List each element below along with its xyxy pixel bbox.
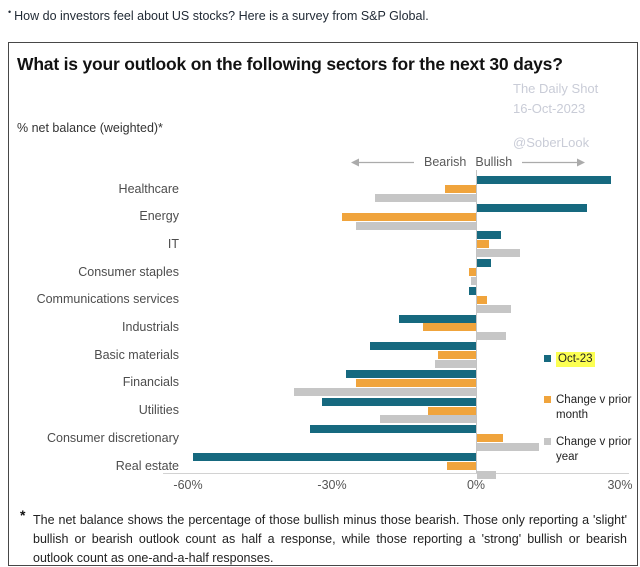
bar-it-prior-year: [477, 249, 521, 258]
right-arrow-icon: [522, 158, 586, 166]
x-tick-label: -30%: [317, 478, 347, 492]
category-label: Utilities: [138, 403, 179, 418]
bullish-label: Bullish: [475, 155, 513, 169]
bar-consumer-discretionary-current: [310, 425, 476, 434]
bar-utilities-prior-year: [380, 415, 476, 424]
bar-utilities-prior-month: [428, 406, 476, 415]
bar-basic-materials-current: [370, 342, 476, 351]
bar-consumer-discretionary-prior-month: [477, 434, 504, 443]
bar-energy-prior-year: [356, 221, 476, 230]
chart-card: What is your outlook on the following se…: [8, 42, 638, 566]
left-arrow-icon: [351, 158, 414, 166]
bar-industrials-current: [399, 314, 476, 323]
bar-energy-current: [477, 203, 588, 212]
bar-basic-materials-prior-month: [437, 351, 476, 360]
x-axis-line: [163, 473, 629, 474]
category-label: Real estate: [115, 458, 179, 473]
chart-title: What is your outlook on the following se…: [17, 54, 563, 74]
bar-communications-services-current: [468, 286, 476, 295]
legend-swatch-icon: [544, 355, 551, 362]
watermark-handle: @SoberLook: [513, 135, 590, 150]
bar-communications-services-prior-year: [477, 304, 511, 313]
chart-subtitle: % net balance (weighted)*: [17, 121, 163, 135]
bar-healthcare-prior-year: [375, 193, 476, 202]
legend-label: Change v prior month: [556, 394, 632, 421]
bar-industrials-prior-year: [477, 332, 506, 341]
bearish-label: Bearish: [424, 155, 467, 169]
bar-consumer-staples-prior-year: [471, 276, 476, 285]
intro-text: How do investors feel about US stocks? H…: [14, 9, 429, 23]
bar-healthcare-prior-month: [444, 184, 476, 193]
legend-item: Change v prior month: [544, 393, 638, 423]
footnote: The net balance shows the percentage of …: [33, 513, 627, 565]
category-label: Basic materials: [94, 347, 179, 362]
watermark-source: The Daily Shot: [513, 81, 599, 96]
x-tick-label: -60%: [173, 478, 203, 492]
legend-item: Oct-23: [544, 352, 638, 367]
bar-financials-prior-year: [293, 387, 476, 396]
direction-annotation: Bearish Bullish: [351, 155, 586, 169]
category-label: Healthcare: [118, 181, 179, 196]
category-label: Industrials: [122, 320, 179, 334]
watermark-date: 16-Oct-2023: [513, 101, 586, 116]
bar-financials-prior-month: [356, 378, 476, 387]
bar-healthcare-current: [477, 176, 612, 184]
bar-utilities-current: [322, 397, 476, 406]
category-label: Consumer staples: [78, 264, 179, 279]
category-label: IT: [167, 236, 179, 251]
category-label: Consumer discretionary: [47, 430, 179, 445]
bar-real-estate-prior-year: [477, 470, 497, 479]
bar-it-current: [477, 231, 501, 240]
x-tick-label: 30%: [607, 478, 633, 492]
bar-consumer-staples-current: [477, 259, 492, 268]
bar-real-estate-prior-month: [447, 461, 476, 470]
legend-swatch-icon: [544, 396, 551, 403]
bar-it-prior-month: [477, 240, 489, 249]
legend-label: Change v prior year: [556, 436, 632, 463]
footnote-marker: *: [20, 507, 26, 523]
category-label: Financials: [122, 375, 179, 390]
category-label: Energy: [139, 209, 179, 224]
bar-financials-current: [346, 369, 476, 378]
legend-swatch-icon: [544, 438, 551, 445]
bar-consumer-discretionary-prior-year: [477, 443, 540, 452]
legend-label: Oct-23: [556, 352, 595, 367]
bar-industrials-prior-month: [423, 323, 476, 332]
intro-line: • How do investors feel about US stocks? …: [8, 7, 429, 23]
bar-basic-materials-prior-year: [435, 360, 476, 368]
x-tick-label: 0%: [466, 478, 486, 492]
zero-axis-line: [476, 170, 477, 473]
bar-communications-services-prior-month: [477, 295, 487, 304]
bar-energy-prior-month: [341, 212, 476, 221]
bar-real-estate-current: [192, 453, 476, 461]
legend-item: Change v prior year: [544, 435, 638, 465]
bullet-icon: •: [8, 7, 12, 17]
bar-consumer-staples-prior-month: [468, 268, 476, 276]
category-label: Communications services: [36, 292, 179, 307]
plot-area: Bearish Bullish Healthcare Energy IT Consum…: [9, 155, 637, 507]
